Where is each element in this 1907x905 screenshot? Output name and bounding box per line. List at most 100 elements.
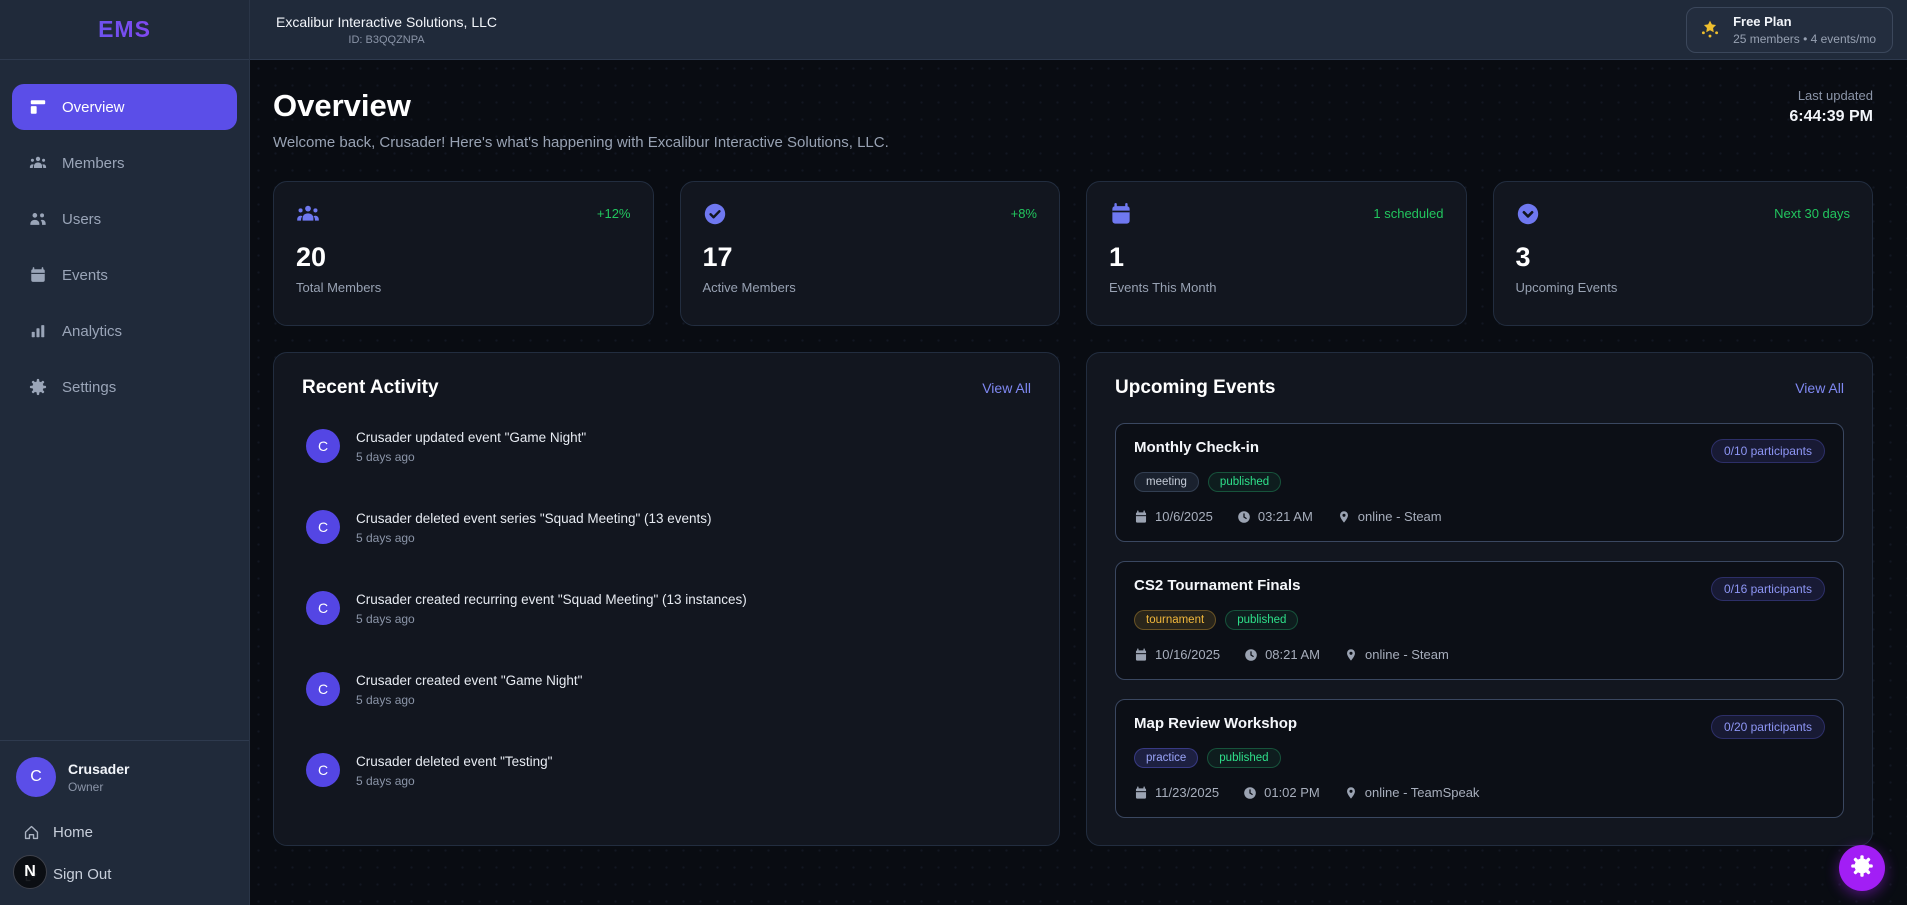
event-tag-meeting: meeting <box>1134 472 1199 492</box>
sidebar-item-label: Events <box>62 266 108 284</box>
footer-item-label: Home <box>53 823 94 841</box>
gear-icon <box>1850 854 1874 883</box>
stat-label: Upcoming Events <box>1515 280 1618 295</box>
upcoming-events-view-all-link[interactable]: View All <box>1795 380 1844 396</box>
sidebar: EMS Overview Members Users Events Analyt… <box>0 0 250 905</box>
sidebar-spacer <box>0 420 249 740</box>
stat-label: Active Members <box>702 280 796 295</box>
sidebar-user-section: C Crusader Owner Home Sign Out <box>0 740 249 905</box>
stat-value: 20 <box>296 242 327 272</box>
welcome-text: Welcome back, Crusader! Here's what's ha… <box>273 134 889 151</box>
events-list: Monthly Check-in 0/10 participants meeti… <box>1115 423 1844 818</box>
avatar: C <box>306 672 340 706</box>
pin-icon <box>1344 648 1358 662</box>
sidebar-item-label: Members <box>62 154 125 172</box>
last-updated-label: Last updated <box>1797 88 1873 103</box>
event-location: online - TeamSpeak <box>1344 785 1479 800</box>
sidebar-item-label: Users <box>62 210 102 228</box>
panels-row: Recent Activity View All C Crusader upda… <box>273 352 1873 846</box>
sidebar-item-overview[interactable]: Overview <box>12 84 237 130</box>
stat-label: Events This Month <box>1109 280 1217 295</box>
plan-details: 25 members • 4 events/mo <box>1733 32 1876 46</box>
last-updated: Last updated 6:44:39 PM <box>1789 88 1873 126</box>
clock-circle-icon <box>1516 202 1540 226</box>
participants-badge: 0/16 participants <box>1710 577 1825 601</box>
sidebar-item-events[interactable]: Events <box>12 252 237 298</box>
sidebar-item-members[interactable]: Members <box>12 140 237 186</box>
page-head: Overview Welcome back, Crusader! Here's … <box>273 88 1873 151</box>
activity-time: 5 days ago <box>356 612 415 626</box>
calendar-small-icon <box>1134 648 1148 662</box>
activity-time: 5 days ago <box>356 450 415 464</box>
event-tag-published: published <box>1207 472 1282 492</box>
stat-card-total-members[interactable]: +12% 20 Total Members <box>273 181 654 326</box>
activity-text: Crusader created event "Game Night" <box>356 673 583 688</box>
user-name: Crusader <box>68 760 130 777</box>
participants-badge: 0/10 participants <box>1710 439 1825 463</box>
stat-trend: +12% <box>596 206 631 221</box>
avatar: C <box>306 591 340 625</box>
sidebar-footer-sign-out[interactable]: Sign Out <box>16 853 233 895</box>
sidebar-item-analytics[interactable]: Analytics <box>12 308 237 354</box>
activity-item: C Crusader deleted event series "Squad M… <box>306 510 1031 545</box>
event-card-map-review-workshop[interactable]: Map Review Workshop 0/20 participants pr… <box>1115 699 1844 818</box>
recent-activity-title: Recent Activity <box>302 377 439 398</box>
check-circle-icon <box>703 202 727 226</box>
org-block: Excalibur Interactive Solutions, LLC ID:… <box>276 14 497 46</box>
avatar: C <box>306 753 340 787</box>
members-icon <box>296 202 320 226</box>
event-title: Monthly Check-in <box>1134 439 1260 456</box>
settings-fab-button[interactable] <box>1839 845 1885 891</box>
dashboard-icon <box>28 97 48 117</box>
clock-small-icon <box>1244 648 1258 662</box>
calendar-small-icon <box>1134 510 1148 524</box>
recent-activity-view-all-link[interactable]: View All <box>982 380 1031 396</box>
pin-icon <box>1344 786 1358 800</box>
upcoming-events-header: Upcoming Events View All <box>1115 377 1844 399</box>
clock-small-icon <box>1237 510 1251 524</box>
calendar-small-icon <box>1134 786 1148 800</box>
avatar: C <box>16 757 56 797</box>
sidebar-footer-home[interactable]: Home <box>16 811 233 853</box>
plan-chip[interactable]: Free Plan 25 members • 4 events/mo <box>1686 7 1893 53</box>
avatar: C <box>306 429 340 463</box>
event-title: Map Review Workshop <box>1134 715 1298 732</box>
sidebar-nav: Overview Members Users Events Analytics … <box>0 60 249 420</box>
event-card-cs2-tournament-finals[interactable]: CS2 Tournament Finals 0/16 participants … <box>1115 561 1844 680</box>
stat-card-upcoming-events[interactable]: Next 30 days 3 Upcoming Events <box>1492 181 1873 326</box>
calendar-icon <box>28 265 48 285</box>
stat-trend: +8% <box>1010 206 1037 221</box>
sidebar-footer-nav: Home Sign Out <box>16 811 233 895</box>
recent-activity-header: Recent Activity View All <box>302 377 1031 399</box>
activity-text: Crusader updated event "Game Night" <box>356 430 587 445</box>
stat-card-events-this-month[interactable]: 1 scheduled 1 Events This Month <box>1086 181 1467 326</box>
members-icon <box>28 153 48 173</box>
stat-value: 3 <box>1515 242 1531 272</box>
recent-activity-panel: Recent Activity View All C Crusader upda… <box>273 352 1060 846</box>
event-tags: tournament published <box>1134 610 1825 630</box>
user-profile[interactable]: C Crusader Owner <box>16 757 233 797</box>
activity-item: C Crusader created recurring event "Squa… <box>306 591 1031 626</box>
event-time: 08:21 AM <box>1244 647 1320 662</box>
sidebar-item-settings[interactable]: Settings <box>12 364 237 410</box>
upcoming-events-panel: Upcoming Events View All Monthly Check-i… <box>1086 352 1873 846</box>
event-date: 10/6/2025 <box>1134 509 1213 524</box>
avatar: C <box>306 510 340 544</box>
main-column: Excalibur Interactive Solutions, LLC ID:… <box>250 0 1907 905</box>
activity-item: C Crusader created event "Game Night" 5 … <box>306 672 1031 707</box>
plan-name: Free Plan <box>1733 14 1792 29</box>
participants-badge: 0/20 participants <box>1710 715 1825 739</box>
stat-trend: 1 scheduled <box>1373 206 1444 221</box>
clock-small-icon <box>1243 786 1257 800</box>
activity-time: 5 days ago <box>356 693 415 707</box>
event-date: 11/23/2025 <box>1134 785 1219 800</box>
activity-time: 5 days ago <box>356 774 415 788</box>
crown-icon <box>1699 19 1721 41</box>
sidebar-item-label: Settings <box>62 378 117 396</box>
stat-card-active-members[interactable]: +8% 17 Active Members <box>679 181 1060 326</box>
event-tags: practice published <box>1134 748 1825 768</box>
sidebar-item-users[interactable]: Users <box>12 196 237 242</box>
org-id: ID: B3QQZNPA <box>348 33 425 46</box>
event-card-monthly-check-in[interactable]: Monthly Check-in 0/10 participants meeti… <box>1115 423 1844 542</box>
upcoming-events-title: Upcoming Events <box>1115 377 1276 398</box>
